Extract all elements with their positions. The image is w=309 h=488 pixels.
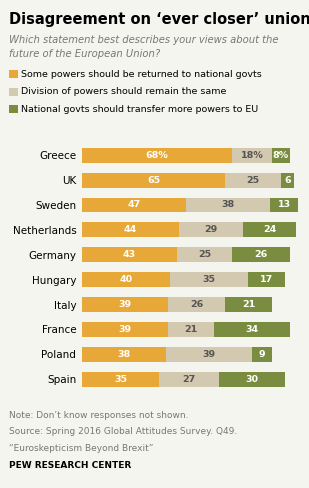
- Text: 47: 47: [127, 201, 140, 209]
- Bar: [186, 198, 270, 212]
- Text: 21: 21: [242, 300, 255, 309]
- Text: 30: 30: [246, 375, 259, 384]
- Text: Division of powers should remain the same: Division of powers should remain the sam…: [21, 87, 226, 96]
- Bar: [82, 322, 168, 337]
- Text: 38: 38: [117, 350, 130, 359]
- Text: 43: 43: [123, 250, 136, 259]
- Text: 35: 35: [202, 275, 215, 284]
- Text: 25: 25: [247, 176, 260, 184]
- Text: 68%: 68%: [146, 151, 168, 160]
- Text: 26: 26: [190, 300, 203, 309]
- Text: PEW RESEARCH CENTER: PEW RESEARCH CENTER: [9, 461, 132, 469]
- Bar: [232, 247, 290, 262]
- Text: 39: 39: [118, 325, 132, 334]
- Text: 6: 6: [284, 176, 291, 184]
- Text: 44: 44: [124, 225, 137, 234]
- Text: 34: 34: [245, 325, 259, 334]
- Bar: [82, 347, 166, 362]
- Text: 27: 27: [182, 375, 196, 384]
- Text: Note: Don’t know responses not shown.: Note: Don’t know responses not shown.: [9, 411, 189, 420]
- Text: Which statement best describes your views about the
future of the European Union: Which statement best describes your view…: [9, 35, 279, 59]
- Text: 21: 21: [184, 325, 198, 334]
- Text: Disagreement on ‘ever closer’ union: Disagreement on ‘ever closer’ union: [9, 12, 309, 27]
- Bar: [232, 148, 272, 163]
- Bar: [82, 297, 168, 312]
- Bar: [214, 322, 290, 337]
- Bar: [82, 173, 226, 187]
- Bar: [248, 272, 285, 287]
- Text: 13: 13: [277, 201, 290, 209]
- Bar: [177, 247, 232, 262]
- Text: 29: 29: [205, 225, 218, 234]
- Bar: [82, 198, 186, 212]
- Text: Some powers should be returned to national govts: Some powers should be returned to nation…: [21, 70, 262, 79]
- Text: 8%: 8%: [273, 151, 289, 160]
- Bar: [219, 372, 285, 386]
- Text: 38: 38: [221, 201, 234, 209]
- Text: 40: 40: [120, 275, 133, 284]
- Bar: [281, 173, 294, 187]
- Bar: [82, 223, 179, 237]
- Text: 26: 26: [254, 250, 268, 259]
- Bar: [243, 223, 296, 237]
- Text: 39: 39: [118, 300, 132, 309]
- Bar: [179, 223, 243, 237]
- Bar: [82, 247, 177, 262]
- Text: 9: 9: [259, 350, 265, 359]
- Text: 17: 17: [260, 275, 273, 284]
- Bar: [226, 297, 272, 312]
- Text: 25: 25: [198, 250, 211, 259]
- Text: “Euroskepticism Beyond Brexit”: “Euroskepticism Beyond Brexit”: [9, 444, 154, 453]
- Bar: [166, 347, 252, 362]
- Bar: [270, 198, 298, 212]
- Text: 65: 65: [147, 176, 160, 184]
- Bar: [272, 148, 290, 163]
- Bar: [226, 173, 281, 187]
- Text: 18%: 18%: [241, 151, 263, 160]
- Bar: [170, 272, 248, 287]
- Text: 24: 24: [263, 225, 276, 234]
- Text: 39: 39: [202, 350, 215, 359]
- Bar: [252, 347, 272, 362]
- Text: Source: Spring 2016 Global Attitudes Survey. Q49.: Source: Spring 2016 Global Attitudes Sur…: [9, 427, 238, 436]
- Bar: [159, 372, 219, 386]
- Bar: [168, 297, 226, 312]
- Text: 35: 35: [114, 375, 127, 384]
- Text: National govts should transfer more powers to EU: National govts should transfer more powe…: [21, 105, 258, 114]
- Bar: [82, 372, 159, 386]
- Bar: [82, 272, 170, 287]
- Bar: [168, 322, 214, 337]
- Bar: [82, 148, 232, 163]
